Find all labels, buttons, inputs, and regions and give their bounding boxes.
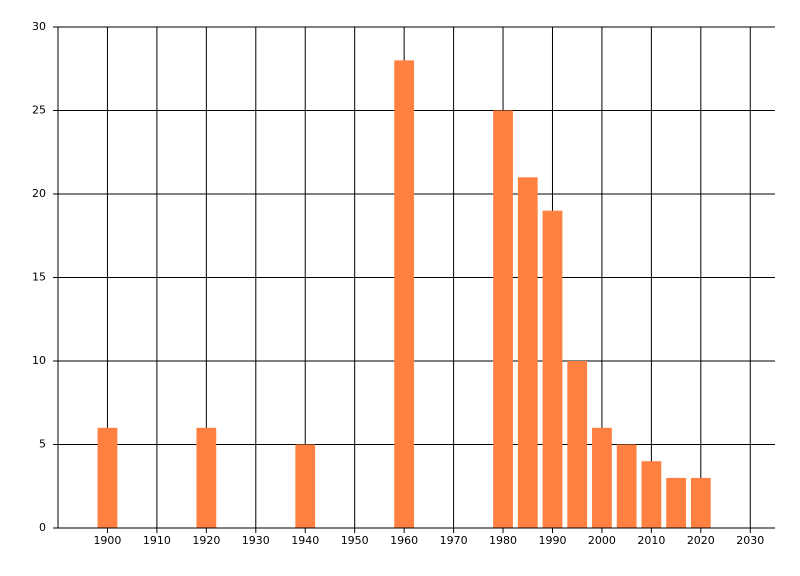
bar: [97, 427, 118, 528]
x-tick-label: 1910: [143, 534, 171, 547]
bar: [394, 60, 415, 529]
y-tick-label: 15: [32, 271, 46, 284]
bar: [493, 110, 513, 528]
x-tick-label: 1970: [440, 534, 468, 547]
x-tick-label: 2030: [736, 534, 764, 547]
y-tick-label: 0: [39, 521, 46, 534]
x-tick-label: 1900: [93, 534, 121, 547]
bar: [616, 444, 637, 528]
y-tick-label: 5: [39, 438, 46, 451]
y-tick-label: 20: [32, 187, 46, 200]
y-tick-label: 10: [32, 354, 46, 367]
bar: [542, 210, 563, 528]
x-tick-label: 1940: [291, 534, 319, 547]
x-tick-label: 2010: [637, 534, 665, 547]
x-tick-label: 1930: [242, 534, 270, 547]
bar: [690, 477, 711, 528]
bar: [196, 427, 217, 528]
x-tick-label: 1950: [341, 534, 369, 547]
bar: [666, 477, 686, 528]
bar: [641, 461, 662, 528]
bar: [517, 177, 538, 529]
x-tick-label: 2020: [687, 534, 715, 547]
x-tick-label: 1920: [192, 534, 220, 547]
bar: [567, 361, 588, 528]
x-tick-label: 1990: [538, 534, 566, 547]
y-tick-label: 25: [32, 104, 46, 117]
y-tick-label: 30: [32, 20, 46, 33]
bar: [592, 427, 612, 528]
bar: [295, 444, 316, 528]
x-tick-label: 1960: [390, 534, 418, 547]
x-tick-label: 2000: [588, 534, 616, 547]
x-tick-label: 1980: [489, 534, 517, 547]
